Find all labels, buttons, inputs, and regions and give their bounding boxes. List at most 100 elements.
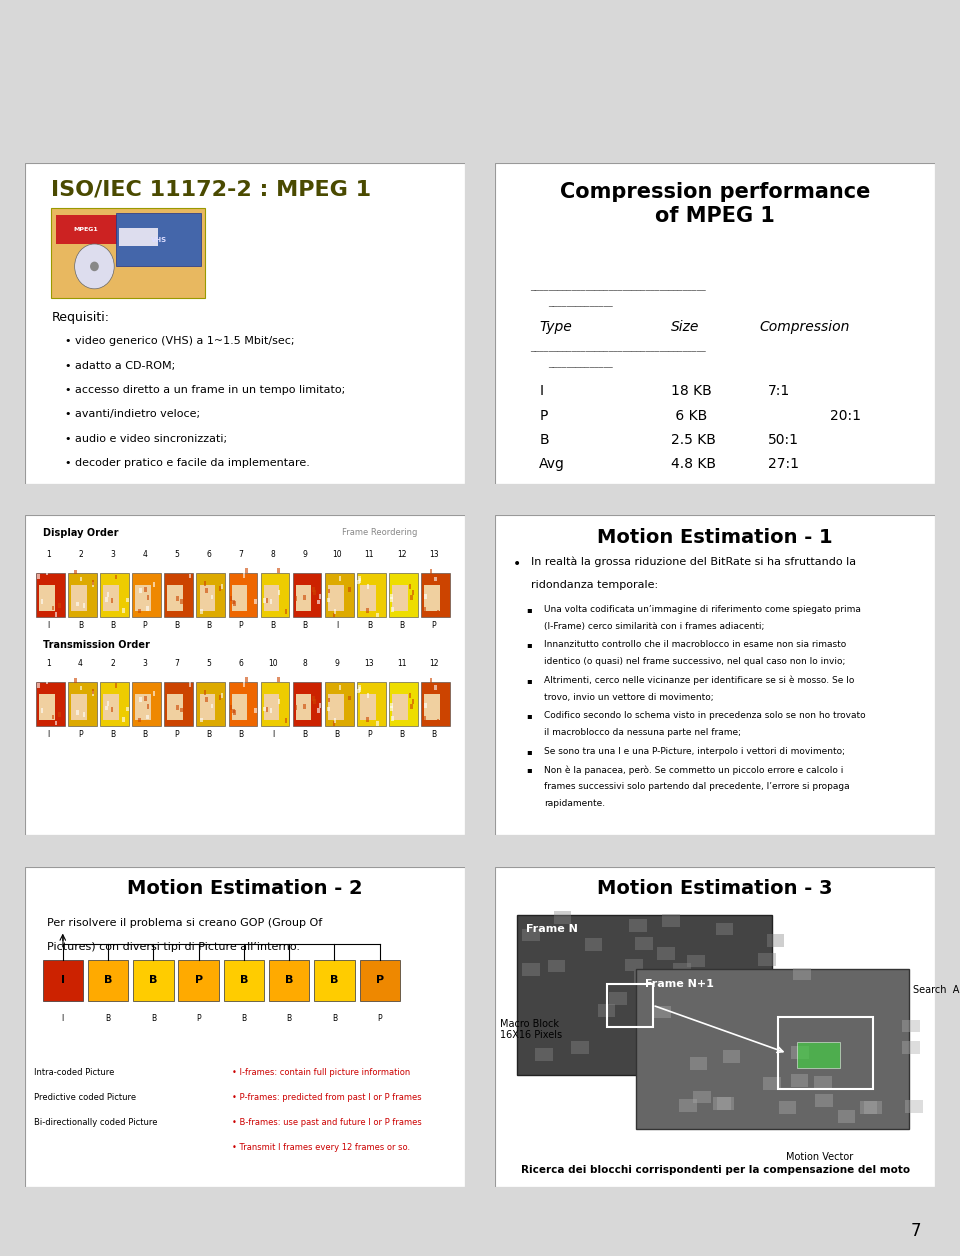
FancyBboxPatch shape [723, 1050, 740, 1063]
FancyBboxPatch shape [693, 1090, 710, 1104]
FancyBboxPatch shape [221, 584, 224, 589]
Text: MPEG1: MPEG1 [74, 227, 98, 232]
FancyBboxPatch shape [360, 585, 375, 610]
FancyBboxPatch shape [122, 717, 125, 722]
Text: P: P [195, 976, 203, 986]
FancyBboxPatch shape [36, 573, 64, 618]
FancyBboxPatch shape [424, 688, 426, 693]
FancyBboxPatch shape [74, 678, 77, 683]
Text: Frame Reordering: Frame Reordering [342, 528, 417, 536]
FancyBboxPatch shape [180, 707, 182, 712]
FancyBboxPatch shape [348, 587, 350, 592]
FancyBboxPatch shape [392, 695, 408, 720]
Text: 1: 1 [46, 659, 51, 668]
Text: Pictures) con diversi tipi di Picture all’interno.: Pictures) con diversi tipi di Picture al… [47, 942, 300, 952]
Text: B: B [206, 620, 211, 629]
FancyBboxPatch shape [197, 573, 226, 618]
FancyBboxPatch shape [358, 577, 361, 580]
FancyBboxPatch shape [232, 599, 234, 604]
FancyBboxPatch shape [204, 690, 206, 695]
Text: 10: 10 [268, 659, 278, 668]
Text: • decoder pratico e facile da implementare.: • decoder pratico e facile da implementa… [64, 458, 309, 468]
FancyBboxPatch shape [358, 685, 361, 690]
FancyBboxPatch shape [437, 720, 439, 725]
Text: 6 KB: 6 KB [671, 408, 708, 422]
FancyBboxPatch shape [39, 695, 55, 720]
FancyBboxPatch shape [313, 590, 316, 595]
Text: B: B [271, 620, 276, 629]
Text: trovo, invio un vettore di movimento;: trovo, invio un vettore di movimento; [543, 693, 713, 702]
Text: Per risolvere il problema si creano GOP (Group Of: Per risolvere il problema si creano GOP … [47, 918, 323, 928]
FancyBboxPatch shape [139, 697, 141, 702]
Text: P: P [239, 620, 243, 629]
FancyBboxPatch shape [902, 1020, 920, 1032]
FancyBboxPatch shape [313, 700, 316, 705]
FancyBboxPatch shape [135, 585, 151, 610]
FancyBboxPatch shape [211, 594, 213, 599]
Text: 6: 6 [239, 659, 244, 668]
FancyBboxPatch shape [348, 696, 350, 701]
Text: ISO/IEC 11172-2 : MPEG 1: ISO/IEC 11172-2 : MPEG 1 [51, 180, 372, 200]
Text: B: B [241, 1014, 247, 1022]
FancyBboxPatch shape [412, 590, 414, 595]
FancyBboxPatch shape [228, 573, 257, 618]
Text: ▪: ▪ [526, 711, 532, 720]
Text: Intra-coded Picture: Intra-coded Picture [34, 1069, 114, 1078]
FancyBboxPatch shape [243, 682, 245, 687]
FancyBboxPatch shape [56, 215, 120, 244]
FancyBboxPatch shape [359, 578, 361, 583]
Text: B: B [110, 620, 115, 629]
Text: VHS: VHS [151, 236, 167, 242]
Text: B: B [206, 730, 211, 739]
FancyBboxPatch shape [68, 682, 97, 726]
Text: P: P [175, 730, 180, 739]
Text: P: P [377, 1014, 382, 1022]
Text: 7: 7 [911, 1222, 922, 1240]
FancyBboxPatch shape [435, 686, 437, 691]
Text: ──────────────────────────────────────: ────────────────────────────────────── [531, 285, 707, 294]
FancyBboxPatch shape [376, 613, 378, 618]
FancyBboxPatch shape [312, 588, 315, 592]
FancyBboxPatch shape [687, 955, 705, 967]
Text: B: B [399, 730, 404, 739]
FancyBboxPatch shape [107, 701, 109, 706]
Text: P: P [142, 620, 147, 629]
FancyBboxPatch shape [92, 580, 94, 585]
FancyBboxPatch shape [658, 947, 675, 961]
FancyBboxPatch shape [366, 717, 369, 722]
FancyBboxPatch shape [144, 696, 147, 701]
FancyBboxPatch shape [333, 613, 335, 618]
FancyBboxPatch shape [189, 574, 191, 578]
FancyBboxPatch shape [495, 163, 935, 484]
Text: B: B [302, 620, 308, 629]
Text: • adatto a CD-ROM;: • adatto a CD-ROM; [64, 360, 175, 371]
Text: Requisiti:: Requisiti: [51, 310, 109, 324]
FancyBboxPatch shape [264, 695, 279, 720]
Text: • audio e video sincronizzati;: • audio e video sincronizzati; [64, 433, 227, 443]
FancyBboxPatch shape [106, 597, 108, 602]
Text: 2.5 KB: 2.5 KB [671, 433, 716, 447]
FancyBboxPatch shape [180, 599, 182, 604]
FancyBboxPatch shape [52, 715, 55, 720]
FancyBboxPatch shape [303, 595, 305, 600]
Text: P: P [367, 730, 372, 739]
Text: B: B [431, 730, 436, 739]
FancyBboxPatch shape [495, 515, 935, 835]
FancyBboxPatch shape [717, 1098, 734, 1110]
FancyBboxPatch shape [55, 721, 58, 726]
Text: Innanzitutto controllo che il macroblocco in esame non sia rimasto: Innanzitutto controllo che il macroblocc… [543, 641, 846, 649]
Text: ──────────────: ────────────── [548, 301, 612, 310]
FancyBboxPatch shape [902, 1041, 920, 1054]
FancyBboxPatch shape [179, 960, 219, 1001]
Ellipse shape [90, 261, 99, 271]
FancyBboxPatch shape [254, 599, 256, 604]
FancyBboxPatch shape [122, 608, 125, 613]
Text: B: B [106, 1014, 110, 1022]
FancyBboxPatch shape [339, 577, 341, 580]
FancyBboxPatch shape [71, 695, 86, 720]
FancyBboxPatch shape [80, 686, 83, 691]
Text: 11: 11 [365, 550, 374, 559]
FancyBboxPatch shape [389, 682, 418, 726]
Text: Compression: Compression [759, 320, 850, 334]
Text: ──────────────────────────────────────: ────────────────────────────────────── [531, 345, 707, 355]
